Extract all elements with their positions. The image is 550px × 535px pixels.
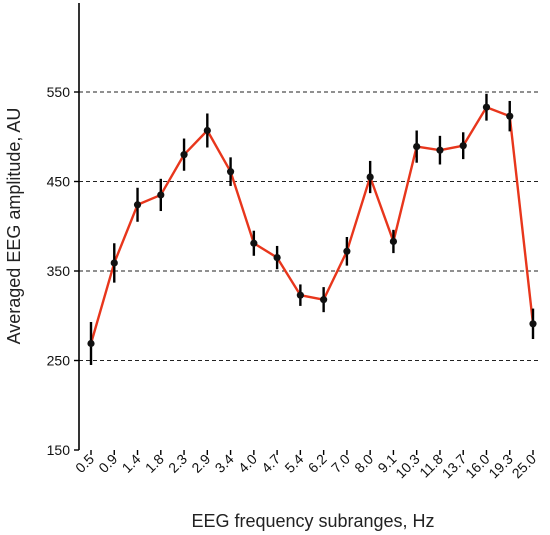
data-point-1.4 xyxy=(133,201,142,209)
data-point-25.0 xyxy=(529,320,537,328)
data-point-4.7 xyxy=(273,253,281,262)
data-point-0.5 xyxy=(87,339,95,348)
y-tick-label-250: 250 xyxy=(47,353,71,369)
x-tick-label-7.0: 7.0 xyxy=(328,451,353,476)
data-point-3.4 xyxy=(226,168,235,176)
x-tick-label-8.0: 8.0 xyxy=(351,451,376,476)
y-tick-label-150: 150 xyxy=(47,442,71,458)
data-point-19.3 xyxy=(506,112,514,120)
y-tick-label-550: 550 xyxy=(47,84,71,100)
series-layer xyxy=(87,93,537,365)
data-point-5.4 xyxy=(296,291,304,299)
x-tick-label-25.0: 25.0 xyxy=(509,451,540,482)
data-point-1.8 xyxy=(157,191,165,199)
gridlines xyxy=(79,91,541,361)
data-point-10.3 xyxy=(413,142,421,151)
x-tick-label-3.4: 3.4 xyxy=(212,451,237,476)
x-tick-label-0.5: 0.5 xyxy=(72,451,97,476)
data-point-2.3 xyxy=(180,151,188,159)
x-tick-label-2.3: 2.3 xyxy=(165,451,190,476)
x-tick-label-1.8: 1.8 xyxy=(142,451,167,476)
x-axis-title: EEG frequency subranges, Hz xyxy=(191,511,434,531)
data-point-4.0 xyxy=(250,239,258,247)
x-tick-label-1.4: 1.4 xyxy=(119,451,144,476)
x-tick-label-5.4: 5.4 xyxy=(281,451,306,476)
data-point-13.7 xyxy=(459,142,467,150)
y-axis-title: Averaged EEG amplitude, AU xyxy=(4,108,24,345)
x-tick-label-6.2: 6.2 xyxy=(305,451,330,476)
data-point-8.0 xyxy=(366,173,374,181)
x-tick-label-2.9: 2.9 xyxy=(188,451,213,476)
y-tick-label-350: 350 xyxy=(47,263,71,279)
data-point-7.0 xyxy=(343,247,351,255)
x-axis-ticks: 0.50.91.41.82.32.93.44.04.75.46.27.08.09… xyxy=(72,450,539,481)
y-tick-label-450: 450 xyxy=(47,174,71,190)
x-tick-label-0.9: 0.9 xyxy=(95,451,120,476)
x-tick-label-11.8: 11.8 xyxy=(416,451,446,481)
data-point-2.9 xyxy=(203,126,211,135)
data-point-9.1 xyxy=(389,237,398,246)
data-point-11.8 xyxy=(436,146,444,154)
data-point-16.0 xyxy=(482,103,491,111)
series-line-0 xyxy=(89,106,535,344)
x-tick-label-4.0: 4.0 xyxy=(235,451,260,476)
x-tick-label-4.7: 4.7 xyxy=(258,451,283,476)
data-point-6.2 xyxy=(320,296,328,304)
data-point-0.9 xyxy=(110,259,118,267)
y-axis-ticks: 150 250 350 450 550 xyxy=(47,84,79,458)
